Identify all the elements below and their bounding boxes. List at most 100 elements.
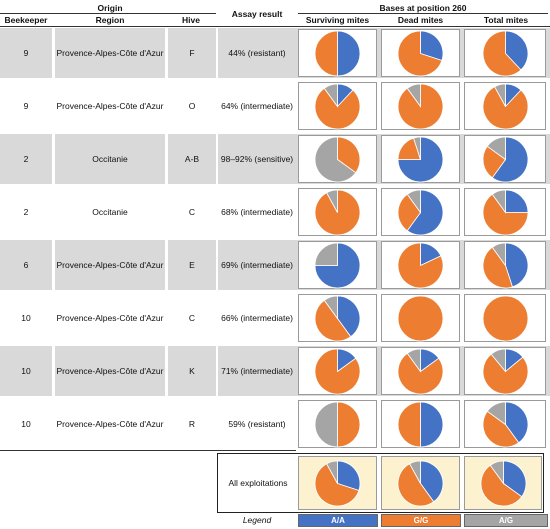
surviving-pie-box	[298, 29, 377, 77]
dead-pie-pie	[397, 136, 444, 182]
pie-slice-ag	[493, 83, 506, 107]
surviving-pie-pie	[314, 401, 361, 447]
bases-rule	[298, 13, 548, 14]
pie-slice-aa	[337, 460, 361, 491]
total-pie-box	[464, 347, 546, 395]
total-pie-box	[464, 82, 546, 130]
pie-slice-aa	[406, 189, 444, 235]
dead-pie-box	[381, 347, 460, 395]
hive-cell: K	[168, 346, 216, 396]
total-pie-box	[464, 294, 546, 342]
dead-pie-pie	[397, 348, 444, 394]
surviving-pie-box	[298, 294, 377, 342]
dead-pie-pie	[397, 30, 444, 76]
pie-slice-ag	[314, 242, 338, 266]
pie-slice-gg	[314, 87, 361, 129]
pie-slice-gg	[482, 30, 521, 76]
assay-header: Assay result	[231, 9, 283, 19]
pie-slice-gg	[397, 242, 444, 288]
all-surviving-pie-pie	[314, 460, 361, 506]
surviving-pie-pie	[314, 348, 361, 394]
assay-cell: 71% (intermediate)	[218, 346, 296, 396]
all-total-pie-pie	[480, 460, 526, 506]
region-cell: Provence-Alpes-Côte d'Azur	[56, 101, 164, 111]
assay-cell: 44% (resistant)	[218, 28, 296, 78]
total-pie-pie	[482, 242, 528, 288]
pie-slice-aa	[491, 136, 528, 182]
pie-slice-aa	[504, 189, 528, 213]
surviving-pie-box	[298, 400, 377, 448]
pie-slice-ag	[314, 401, 338, 447]
beekeeper-cell: 6	[0, 240, 52, 290]
region-cell: Occitanie	[92, 207, 128, 217]
pie-slice-aa	[504, 30, 528, 70]
dead-header: Dead mites	[397, 15, 444, 25]
pie-slice-gg	[397, 193, 421, 231]
dead-pie-box	[381, 82, 460, 130]
hive-cell: C	[188, 207, 196, 217]
pie-slice-aa	[420, 401, 444, 447]
surviving-pie-box	[298, 82, 377, 130]
legend-gg: G/G	[381, 514, 461, 527]
all-exploitations-label: All exploitations	[228, 478, 288, 488]
assay-cell: 69% (intermediate)	[218, 240, 296, 290]
assay-cell: 59% (resistant)	[228, 419, 286, 429]
region-header: Region	[95, 15, 125, 25]
surviving-pie-pie	[314, 83, 361, 129]
total-pie-pie	[482, 136, 528, 182]
pie-slice-gg	[482, 85, 528, 129]
region-cell: Provence-Alpes-Côte d'Azur	[56, 419, 164, 429]
total-pie-pie	[482, 348, 528, 394]
pie-slice-ag	[489, 460, 504, 485]
dead-pie-pie	[397, 295, 444, 341]
pie-slice-ag	[326, 460, 338, 484]
all-surviving-pie-box	[298, 456, 377, 510]
pie-slice-ag	[314, 136, 357, 182]
hive-cell: C	[188, 313, 196, 323]
dead-pie-box	[381, 294, 460, 342]
hive-header: Hive	[182, 15, 200, 25]
hive-cell: F	[168, 28, 216, 78]
pie-slice-gg	[337, 401, 361, 447]
surviving-pie-box	[298, 135, 377, 183]
total-header: Total mites	[483, 15, 529, 25]
pie-slice-ag	[491, 189, 506, 214]
pie-slice-aa	[504, 401, 528, 443]
assay-cell: 64% (intermediate)	[221, 101, 293, 111]
beekeeper-cell: 10	[0, 346, 52, 396]
pie-slice-gg	[314, 299, 352, 341]
pie-slice-aa	[504, 242, 528, 287]
pie-slice-aa	[337, 295, 361, 337]
pie-slice-aa	[420, 460, 444, 502]
beekeeper-cell: 2	[23, 207, 29, 217]
pie-slice-ag	[406, 348, 421, 373]
dead-pie-box	[381, 29, 460, 77]
legend-ag: A/G	[464, 514, 548, 527]
beekeeper-cell: 9	[0, 28, 52, 78]
pie-slice-gg	[337, 136, 361, 173]
region-cell: Occitanie	[55, 134, 165, 184]
total-pie-box	[464, 29, 546, 77]
surviving-pie-pie	[314, 136, 361, 182]
pie-slice-gg	[314, 462, 360, 506]
total-pie-pie	[482, 295, 528, 341]
total-pie-box	[464, 188, 546, 236]
region-cell: Provence-Alpes-Côte d'Azur	[56, 313, 164, 323]
surviving-pie-box	[298, 241, 377, 289]
pie-slice-gg	[482, 246, 513, 288]
pie-slice-gg	[397, 352, 444, 394]
assay-cell: 98–92% (sensitive)	[218, 134, 296, 184]
pie-slice-ag	[326, 189, 338, 213]
dead-pie-pie	[397, 189, 444, 235]
pie-slice-gg	[397, 295, 444, 341]
pie-slice-ag	[409, 460, 421, 484]
beekeeper-header: Beekeeper	[4, 15, 48, 25]
all-dead-pie-pie	[397, 460, 444, 506]
assay-cell: 68% (intermediate)	[221, 207, 293, 217]
dead-pie-box	[381, 241, 460, 289]
dead-pie-box	[381, 400, 460, 448]
pie-slice-aa	[420, 30, 444, 61]
dead-pie-pie	[397, 401, 444, 447]
surviving-pie-pie	[314, 295, 361, 341]
pie-slice-gg	[397, 462, 435, 506]
